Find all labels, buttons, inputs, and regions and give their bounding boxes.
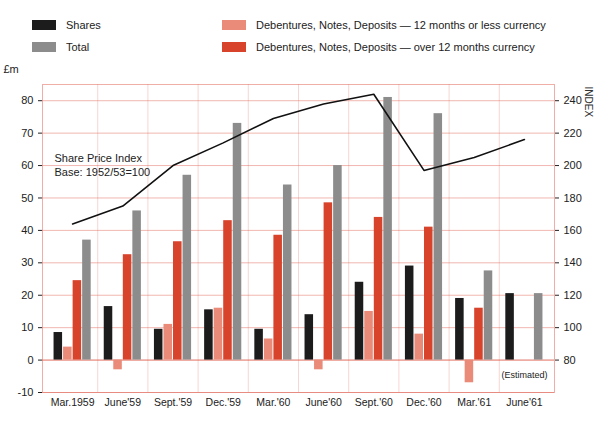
svg-text:100: 100 — [564, 321, 582, 333]
svg-text:220: 220 — [564, 127, 582, 139]
svg-text:£m: £m — [4, 63, 19, 75]
svg-text:160: 160 — [564, 224, 582, 236]
svg-text:10: 10 — [21, 321, 33, 333]
svg-text:Mar.'61: Mar.'61 — [457, 396, 491, 408]
svg-text:June'60: June'60 — [305, 396, 342, 408]
html-text:Shares: Shares — [66, 19, 101, 31]
svg-text:Mar.'60: Mar.'60 — [256, 396, 290, 408]
svg-text:140: 140 — [564, 256, 582, 268]
svg-text:0: 0 — [27, 354, 33, 366]
svg-text:Sept.'60: Sept.'60 — [355, 396, 393, 408]
svg-text:80: 80 — [21, 94, 33, 106]
svg-text:Share Price Index: Share Price Index — [55, 152, 143, 164]
svg-text:60: 60 — [21, 159, 33, 171]
svg-text:Sept.'59: Sept.'59 — [154, 396, 192, 408]
svg-text:200: 200 — [564, 159, 582, 171]
svg-text:80: 80 — [564, 354, 576, 366]
svg-text:June'59: June'59 — [105, 396, 142, 408]
svg-text:June'61: June'61 — [506, 396, 543, 408]
svg-text:INDEX: INDEX — [583, 87, 594, 118]
svg-text:Dec.'59: Dec.'59 — [206, 396, 241, 408]
html-text:Debentures, Notes, Deposits —: Debentures, Notes, Deposits — 12 months … — [256, 19, 546, 31]
svg-text:Mar.1959: Mar.1959 — [51, 396, 95, 408]
svg-text:70: 70 — [21, 127, 33, 139]
svg-text:240: 240 — [564, 94, 582, 106]
html-text:Debentures, Notes, Deposits —: Debentures, Notes, Deposits — over 12 mo… — [256, 41, 535, 53]
svg-text:20: 20 — [21, 289, 33, 301]
svg-text:40: 40 — [21, 224, 33, 236]
svg-text:180: 180 — [564, 191, 582, 203]
html-text:Total: Total — [66, 41, 90, 53]
svg-text:30: 30 — [21, 256, 33, 268]
svg-text:Dec.'60: Dec.'60 — [406, 396, 441, 408]
svg-text:120: 120 — [564, 289, 582, 301]
svg-text:-10: -10 — [18, 386, 34, 398]
svg-text:(Estimated): (Estimated) — [501, 370, 547, 380]
svg-text:Base: 1952/53=100: Base: 1952/53=100 — [55, 166, 151, 178]
svg-text:50: 50 — [21, 191, 33, 203]
